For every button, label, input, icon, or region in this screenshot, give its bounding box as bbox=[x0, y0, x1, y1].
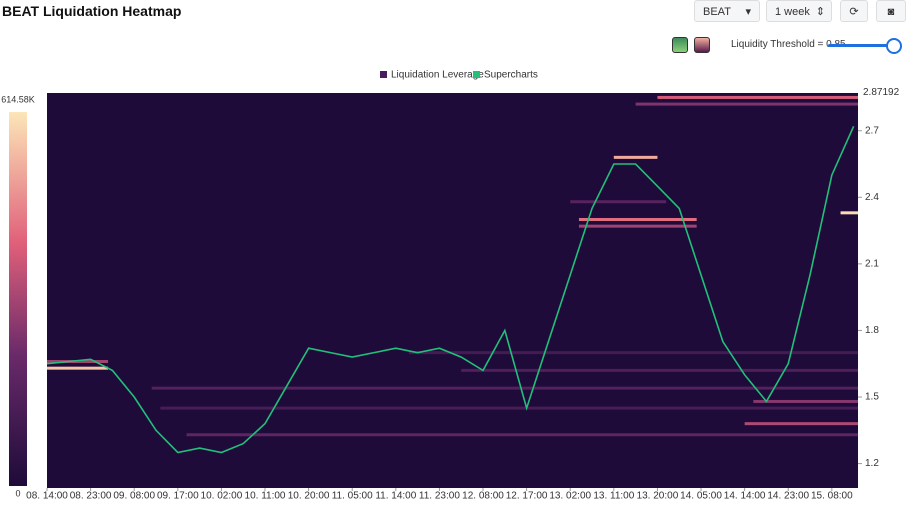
x-tick-label: 11. 05:00 bbox=[332, 491, 373, 502]
x-tick-label: 08. 23:00 bbox=[70, 491, 112, 502]
y-tick-label: 1.5 bbox=[865, 392, 879, 403]
liquidity-band bbox=[186, 433, 859, 437]
range-label: 1 week bbox=[775, 6, 810, 18]
slider-handle[interactable] bbox=[886, 38, 902, 54]
x-tick-label: 10. 11:00 bbox=[245, 491, 286, 502]
liquidity-band bbox=[47, 360, 109, 364]
liquidity-band bbox=[578, 224, 697, 228]
liquidity-band bbox=[744, 422, 858, 426]
plot-background bbox=[47, 93, 858, 488]
threshold-slider[interactable] bbox=[828, 44, 894, 47]
liquidity-band bbox=[578, 217, 697, 221]
x-tick-label: 08. 14:00 bbox=[26, 491, 68, 502]
screenshot-button[interactable]: ◙ bbox=[876, 0, 906, 22]
x-tick-label: 15. 08:00 bbox=[811, 491, 853, 502]
y-tick-label: 1.8 bbox=[865, 325, 879, 336]
liquidity-band bbox=[613, 155, 658, 159]
liquidity-band bbox=[461, 368, 858, 372]
legend-swatch bbox=[473, 71, 480, 78]
x-tick-label: 11. 14:00 bbox=[375, 491, 416, 502]
x-tick-label: 14. 14:00 bbox=[724, 491, 766, 502]
price-line bbox=[46, 125, 855, 454]
y-tick-label: 2.7 bbox=[865, 125, 879, 136]
x-tick-label: 14. 05:00 bbox=[680, 491, 722, 502]
legend-label: Supercharts bbox=[484, 70, 538, 81]
y-tick-label: 2.1 bbox=[865, 259, 879, 270]
palette-heat[interactable] bbox=[694, 37, 710, 53]
y-tick-label: 1.2 bbox=[865, 458, 879, 469]
symbol-select[interactable]: BEAT ▾ bbox=[694, 0, 760, 22]
x-tick-label: 10. 20:00 bbox=[288, 491, 330, 502]
color-scale bbox=[9, 112, 27, 486]
x-tick-label: 11. 23:00 bbox=[419, 491, 460, 502]
threshold-label: Liquidity Threshold = 0.85 bbox=[731, 39, 846, 50]
liquidity-band bbox=[47, 366, 109, 370]
liquidity-band bbox=[657, 95, 858, 99]
x-tick-label: 13. 02:00 bbox=[549, 491, 591, 502]
liquidity-band bbox=[635, 102, 858, 106]
x-tick-label: 13. 11:00 bbox=[593, 491, 634, 502]
palette-green[interactable] bbox=[672, 37, 688, 53]
colorbar-label: 0 bbox=[15, 488, 20, 498]
legend-label: Liquidation Leverage bbox=[391, 70, 484, 81]
x-tick-label: 09. 08:00 bbox=[113, 491, 155, 502]
x-tick-label: 09. 17:00 bbox=[157, 491, 199, 502]
range-select[interactable]: 1 week ⇕ bbox=[766, 0, 832, 22]
liquidity-band bbox=[840, 211, 858, 215]
x-tick-label: 14. 23:00 bbox=[767, 491, 809, 502]
x-tick-label: 13. 20:00 bbox=[637, 491, 679, 502]
liquidity-band bbox=[408, 351, 858, 355]
page-title: BEAT Liquidation Heatmap bbox=[2, 3, 182, 19]
y-tick-label: 2.4 bbox=[865, 192, 879, 203]
liquidity-band bbox=[160, 406, 858, 410]
liquidity-band bbox=[570, 200, 667, 204]
x-tick-label: 12. 17:00 bbox=[506, 491, 548, 502]
last-price-label: 2.87192 bbox=[863, 87, 900, 98]
colorbar-label: 614.58K bbox=[1, 94, 35, 104]
legend-swatch bbox=[380, 71, 387, 78]
x-tick-label: 12. 08:00 bbox=[462, 491, 504, 502]
liquidity-band bbox=[753, 399, 858, 403]
refresh-button[interactable]: ⟳ bbox=[840, 0, 868, 22]
liquidity-band bbox=[151, 386, 859, 390]
x-tick-label: 10. 02:00 bbox=[201, 491, 243, 502]
symbol-label: BEAT bbox=[703, 6, 731, 18]
